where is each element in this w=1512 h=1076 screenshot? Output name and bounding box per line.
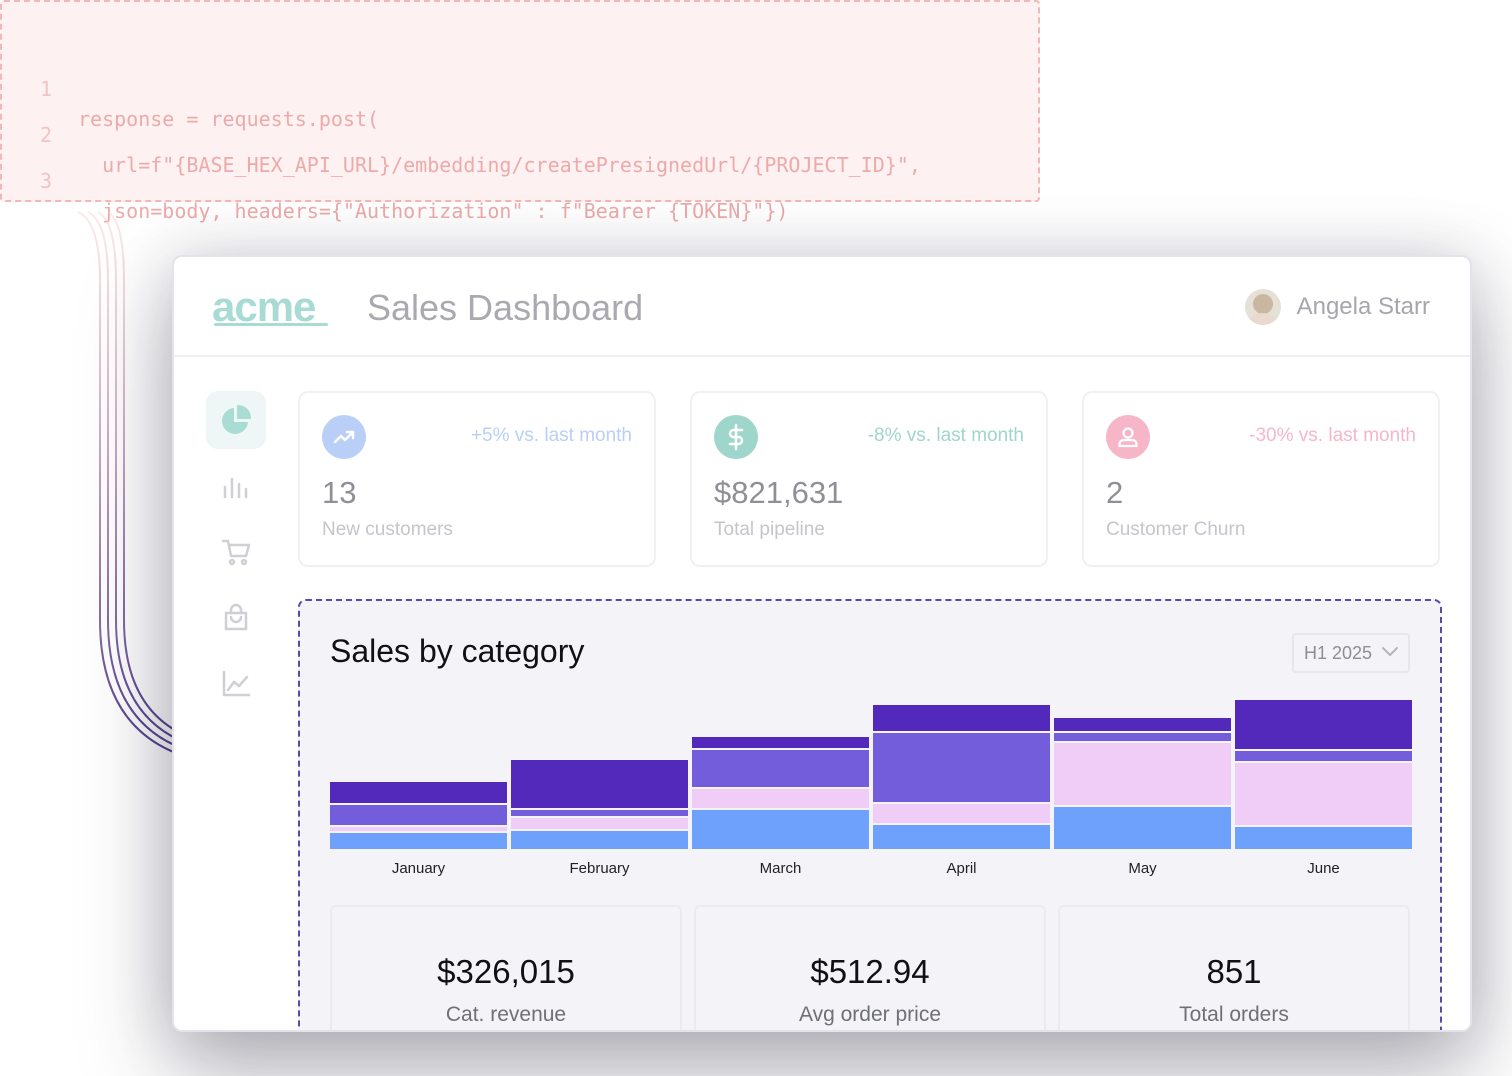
code-line: 2 url=f"{BASE_HEX_API_URL}/embedding/cre… (2, 90, 921, 177)
bar-segment-june-3[interactable] (1235, 700, 1412, 749)
x-tick-label: January (392, 860, 446, 877)
x-tick-label: April (946, 860, 976, 877)
bar-segment-april-1[interactable] (873, 804, 1050, 823)
avatar[interactable] (1244, 289, 1281, 325)
chevron-down-icon (1382, 647, 1398, 656)
kpi-card-revenue[interactable]: $326,015 Cat. revenue (330, 905, 682, 1030)
bar-segment-april-0[interactable] (873, 825, 1050, 849)
line-number: 2 (40, 123, 53, 147)
bar-segment-january-3[interactable] (330, 782, 507, 803)
bar-segment-march-1[interactable] (692, 789, 869, 808)
code-text: url=f"{BASE_HEX_API_URL}/embedding/creat… (78, 153, 921, 177)
period-select[interactable]: H1 2025 (1292, 633, 1410, 673)
user-name: Angela Starr (1296, 293, 1430, 320)
bar-segment-january-0[interactable] (330, 833, 507, 849)
stat-card-total-pipeline[interactable]: -8% vs. last month $821,631 Total pipeli… (690, 391, 1048, 567)
pie-chart-icon (222, 404, 252, 434)
stat-change: -30% vs. last month (1249, 425, 1416, 446)
stat-change: +5% vs. last month (470, 425, 632, 446)
stat-card-new-customers[interactable]: +5% vs. last month 13 New customers (298, 391, 656, 567)
sidebar-item-analytics[interactable] (206, 457, 266, 515)
period-select-value: H1 2025 (1304, 642, 1373, 663)
line-chart-icon (222, 670, 251, 697)
x-tick-label: February (569, 860, 630, 877)
trending-up-icon (322, 415, 366, 459)
bar-segment-february-0[interactable] (511, 831, 688, 849)
bar-segment-may-3[interactable] (1054, 718, 1231, 731)
cart-icon (221, 539, 251, 566)
dashboard-window: acme Sales Dashboard Angela Starr (172, 255, 1472, 1032)
bar-segment-january-2[interactable] (330, 805, 507, 825)
sales-by-category-panel: Sales by category H1 2025 January Februar… (298, 599, 1442, 1030)
bar-segment-january-1[interactable] (330, 827, 507, 831)
shopping-bag-icon (224, 603, 248, 631)
stat-label: New customers (322, 519, 453, 540)
page-title: Sales Dashboard (367, 287, 644, 328)
bar-segment-may-1[interactable] (1054, 743, 1231, 805)
kpi-label: Avg order price (798, 1003, 942, 1026)
stat-label: Total pipeline (714, 519, 825, 540)
bar-segment-june-1[interactable] (1235, 763, 1412, 825)
kpi-card-total-orders[interactable]: 851 Total orders (1058, 905, 1410, 1030)
kpi-value: 851 (1206, 953, 1262, 990)
bar-segment-february-3[interactable] (511, 760, 688, 808)
app-header: acme Sales Dashboard Angela Starr (174, 257, 1470, 357)
bar-segment-april-2[interactable] (873, 733, 1050, 802)
stat-card-customer-churn[interactable]: -30% vs. last month 2 Customer Churn (1082, 391, 1440, 567)
code-snippet: 1 response = requests.post( 2 url=f"{BAS… (0, 0, 1040, 223)
sidebar (206, 391, 266, 721)
user-menu[interactable]: Angela Starr (1244, 289, 1430, 325)
bar-segment-february-2[interactable] (511, 810, 688, 816)
kpi-value: $326,015 (437, 953, 575, 990)
sidebar-item-products[interactable] (206, 589, 266, 647)
sidebar-item-overview[interactable] (206, 391, 266, 449)
stat-label: Customer Churn (1106, 519, 1246, 540)
x-tick-label: March (760, 860, 802, 877)
x-tick-label: June (1307, 860, 1340, 877)
code-line: 1 response = requests.post( (2, 44, 379, 131)
sidebar-item-orders[interactable] (206, 523, 266, 581)
bar-segment-march-3[interactable] (692, 737, 869, 748)
code-line: 3 json=body, headers={"Authorization" : … (2, 136, 788, 223)
x-tick-label: May (1128, 860, 1157, 877)
kpi-value: $512.94 (810, 953, 930, 990)
bar-segment-april-3[interactable] (873, 705, 1050, 731)
stat-change: -8% vs. last month (867, 425, 1024, 446)
bar-segment-june-0[interactable] (1235, 827, 1412, 849)
code-text: response = requests.post( (78, 107, 380, 131)
kpi-label: Total orders (1179, 1003, 1289, 1026)
panel-title: Sales by category (330, 633, 585, 669)
bar-segment-may-0[interactable] (1054, 807, 1231, 849)
stat-value: 13 (322, 475, 357, 510)
bar-chart-icon (223, 477, 248, 499)
line-number: 3 (40, 169, 53, 193)
dollar-icon (714, 415, 758, 459)
logo-underline (214, 323, 328, 326)
kpi-card-avg-order[interactable]: $512.94 Avg order price (694, 905, 1046, 1030)
bar-segment-june-2[interactable] (1235, 751, 1412, 761)
line-number: 1 (40, 77, 53, 101)
code-text: json=body, headers={"Authorization" : f"… (78, 199, 789, 223)
stat-value: $821,631 (714, 475, 844, 510)
acme-logo[interactable]: acme (212, 283, 316, 330)
bar-segment-march-0[interactable] (692, 810, 869, 849)
stacked-bar-chart: January February March April May June (330, 700, 1412, 877)
bar-segment-may-2[interactable] (1054, 733, 1231, 741)
bar-segment-march-2[interactable] (692, 750, 869, 787)
stat-value: 2 (1106, 475, 1124, 510)
user-icon (1106, 415, 1150, 459)
kpi-label: Cat. revenue (445, 1003, 567, 1026)
bar-segment-february-1[interactable] (511, 818, 688, 829)
sidebar-item-reports[interactable] (206, 655, 266, 713)
